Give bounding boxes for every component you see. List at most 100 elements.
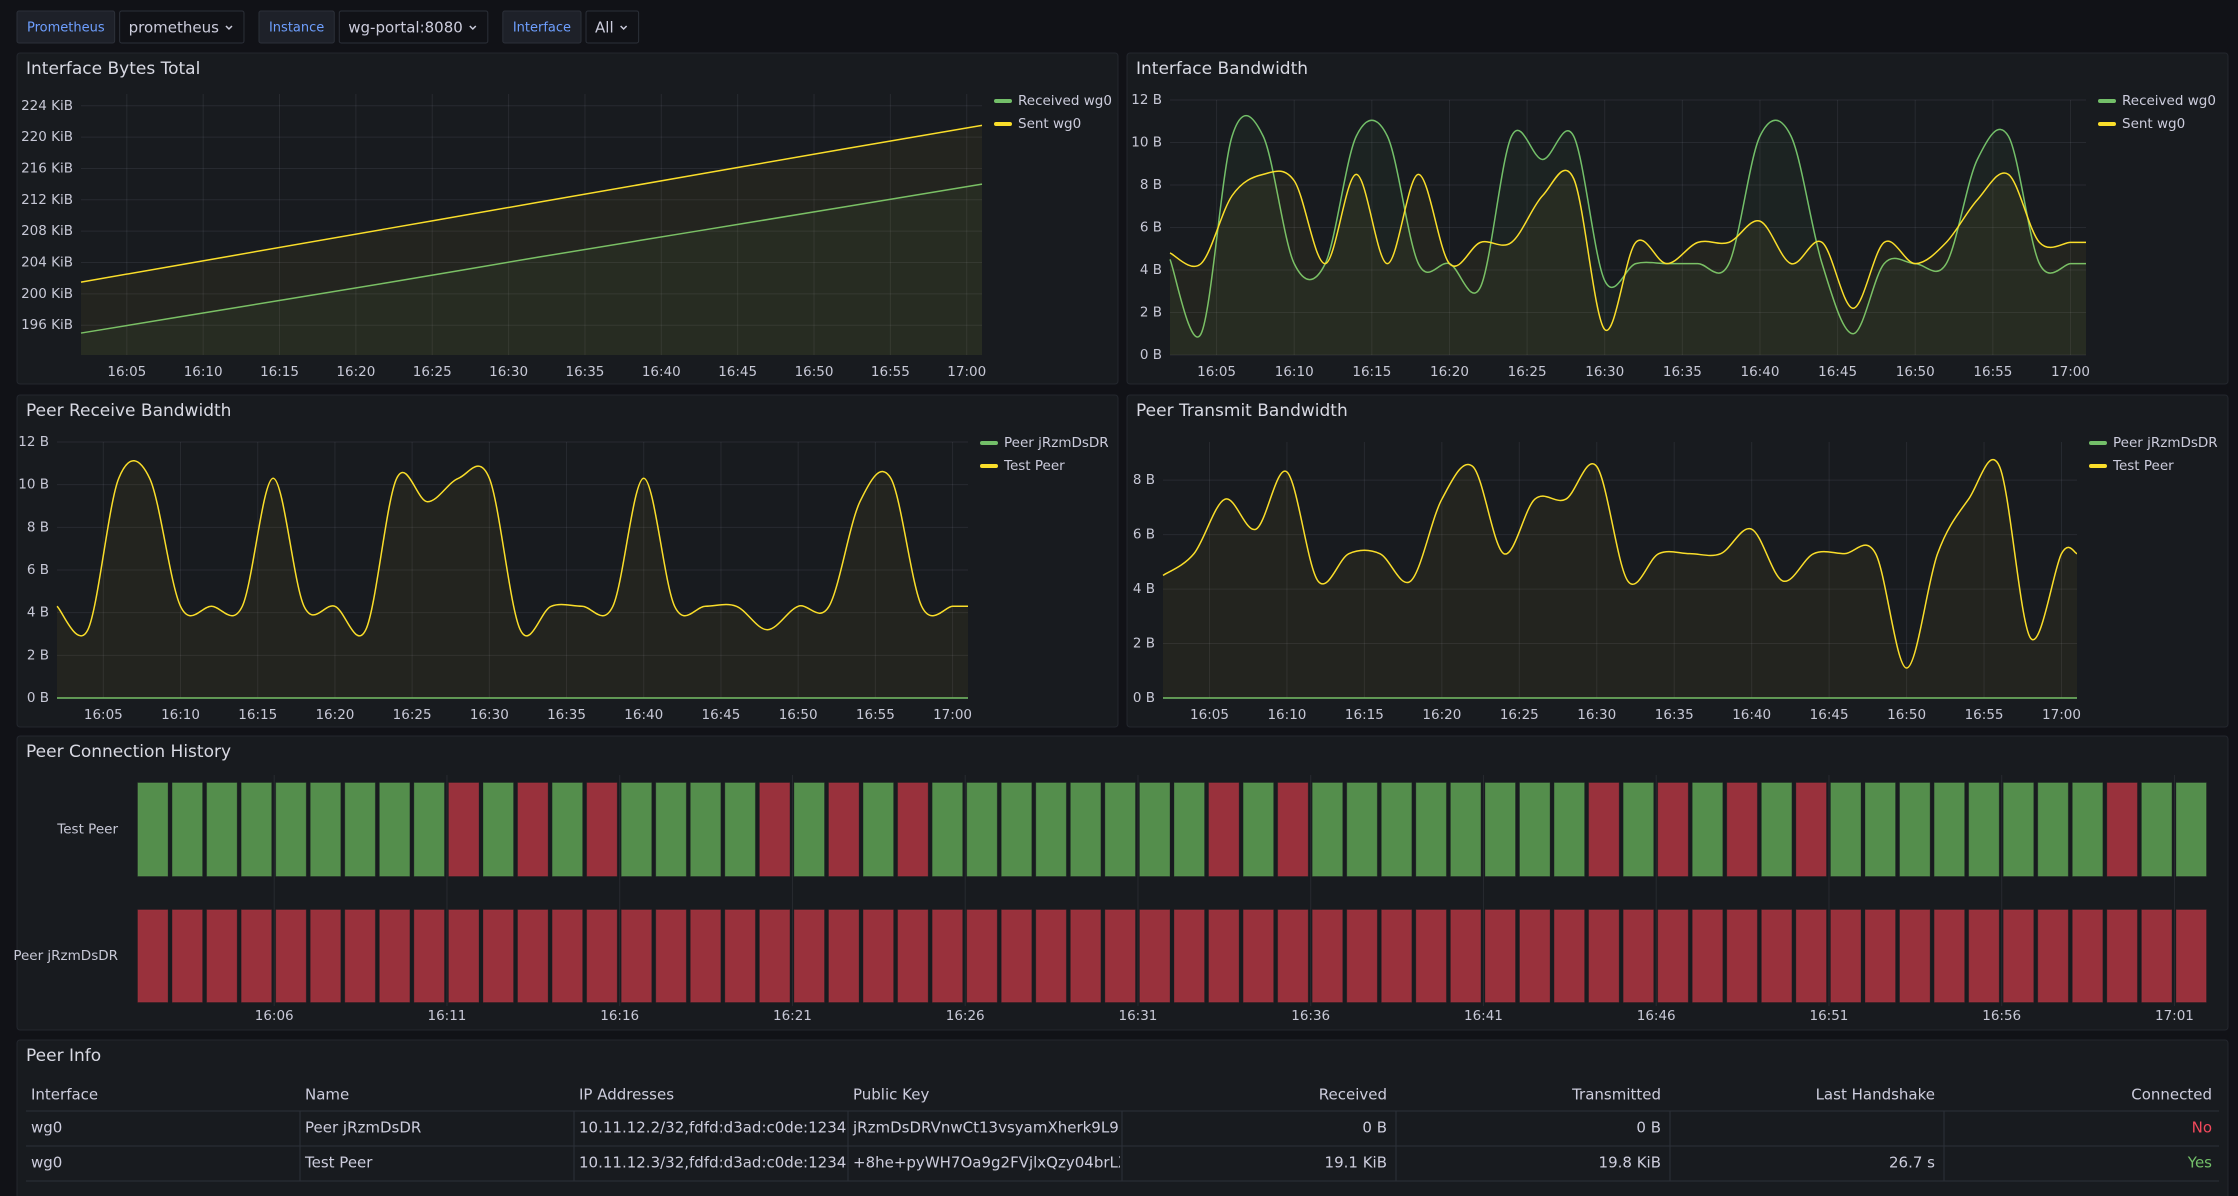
state-bar <box>932 909 963 1003</box>
legend-label[interactable]: Test Peer <box>1003 458 1065 474</box>
series-area <box>81 184 982 355</box>
x-tick-label: 16:56 <box>1982 1008 2021 1024</box>
variable-dropdown[interactable] <box>119 10 245 44</box>
column-header[interactable]: Public Key <box>853 1086 929 1104</box>
variable-value[interactable]: wg-portal:8080 <box>348 19 463 37</box>
x-tick-label: 16:20 <box>1422 707 1461 723</box>
state-bar <box>1243 782 1274 877</box>
state-bar <box>2141 782 2172 877</box>
legend-label[interactable]: Received wg0 <box>2122 93 2216 109</box>
state-bar <box>1174 782 1205 877</box>
x-tick-label: 16:20 <box>1430 364 1469 380</box>
state-bar <box>1001 782 1032 877</box>
x-tick-label: 16:35 <box>565 364 604 380</box>
x-tick-label: 16:55 <box>856 707 895 723</box>
column-header[interactable]: Transmitted <box>1571 1086 1661 1104</box>
y-tick-label: 6 B <box>27 562 49 578</box>
state-bar <box>1726 909 1758 1003</box>
table-cell: 0 B <box>1362 1119 1387 1137</box>
dropdown-chevron[interactable] <box>225 25 233 31</box>
column-header[interactable]: Interface <box>31 1086 98 1104</box>
state-bar <box>483 782 514 877</box>
state-bar <box>1484 909 1516 1003</box>
state-bar <box>1450 782 1481 877</box>
state-bar <box>1035 909 1067 1003</box>
state-bar <box>1519 782 1551 877</box>
variable-label: Interface <box>513 21 571 36</box>
x-tick-label: 16:25 <box>393 707 432 723</box>
state-bar <box>172 782 203 877</box>
state-bar <box>655 909 687 1003</box>
x-tick-label: 16:15 <box>1345 707 1384 723</box>
y-tick-label: 224 KiB <box>21 98 73 114</box>
series-area <box>1163 459 2077 698</box>
variable-value[interactable]: All <box>595 19 614 37</box>
x-tick-label: 16:15 <box>1352 364 1391 380</box>
y-tick-label: 6 B <box>1140 220 1162 236</box>
y-tick-label: 4 B <box>1133 581 1155 597</box>
y-tick-label: 2 B <box>1133 636 1155 652</box>
column-header[interactable]: Last Handshake <box>1816 1086 1935 1104</box>
column-header[interactable]: Connected <box>2131 1086 2212 1104</box>
x-tick-label: 16:40 <box>642 364 681 380</box>
x-tick-label: 16:30 <box>470 707 509 723</box>
state-bar <box>1899 782 1931 877</box>
x-tick-label: 16:35 <box>547 707 586 723</box>
x-tick-label: 16:30 <box>489 364 528 380</box>
state-bar <box>448 782 480 877</box>
dropdown-chevron[interactable] <box>469 25 477 31</box>
panel <box>1126 394 2229 728</box>
state-bar <box>759 909 790 1003</box>
column-header[interactable]: Received <box>1319 1086 1387 1104</box>
state-bar <box>690 909 721 1003</box>
dropdown-chevron[interactable] <box>620 25 628 31</box>
legend-label[interactable]: Received wg0 <box>1018 93 1112 109</box>
y-tick-label: 4 B <box>27 605 49 621</box>
table-cell: wg0 <box>31 1154 62 1172</box>
x-tick-label: 16:25 <box>1508 364 1547 380</box>
row-label: Peer jRzmDsDR <box>13 948 118 964</box>
y-tick-label: 0 B <box>27 690 49 706</box>
x-tick-label: 16:55 <box>1973 364 2012 380</box>
legend-label[interactable]: Sent wg0 <box>2122 116 2185 132</box>
state-bar <box>2141 909 2172 1003</box>
x-tick-label: 17:00 <box>933 707 972 723</box>
x-tick-label: 16:45 <box>1818 364 1857 380</box>
variable-value[interactable]: prometheus <box>129 19 220 37</box>
state-bar <box>586 909 618 1003</box>
state-bar <box>932 782 963 877</box>
variable-dropdown[interactable] <box>585 10 640 44</box>
state-bar <box>1346 909 1378 1003</box>
state-bar <box>1243 909 1274 1003</box>
state-bar <box>1208 782 1240 877</box>
state-bar <box>206 782 238 877</box>
column-header[interactable]: Name <box>305 1086 349 1104</box>
state-bar <box>1104 782 1136 877</box>
series-line <box>1162 458 2078 669</box>
state-bar <box>137 909 169 1003</box>
table-cell: 0 B <box>1636 1119 1661 1137</box>
state-bar <box>1277 909 1309 1003</box>
state-bar <box>1726 782 1758 877</box>
y-tick-label: 2 B <box>27 647 49 663</box>
state-bar <box>1554 782 1585 877</box>
legend-label[interactable]: Test Peer <box>2112 458 2174 474</box>
y-tick-label: 10 B <box>18 477 49 493</box>
column-header[interactable]: IP Addresses <box>579 1086 674 1104</box>
state-bar <box>1830 909 1861 1003</box>
state-bar <box>1415 909 1447 1003</box>
table-cell: 10.11.12.2/32,fdfd:d3ad:c0de:1234::1/128 <box>579 1119 900 1137</box>
state-bar <box>1623 909 1654 1003</box>
state-bar <box>1934 909 1965 1003</box>
legend-label[interactable]: Peer jRzmDsDR <box>1004 435 1109 451</box>
x-tick-label: 16:10 <box>184 364 223 380</box>
state-bar <box>310 909 341 1003</box>
variable-dropdown[interactable] <box>338 10 489 44</box>
legend-label[interactable]: Sent wg0 <box>1018 116 1081 132</box>
x-tick-label: 16:45 <box>718 364 757 380</box>
x-tick-label: 16:50 <box>795 364 834 380</box>
x-tick-label: 16:50 <box>1887 707 1926 723</box>
legend-label[interactable]: Peer jRzmDsDR <box>2113 435 2218 451</box>
state-bar <box>413 782 445 877</box>
x-tick-label: 16:05 <box>84 707 123 723</box>
